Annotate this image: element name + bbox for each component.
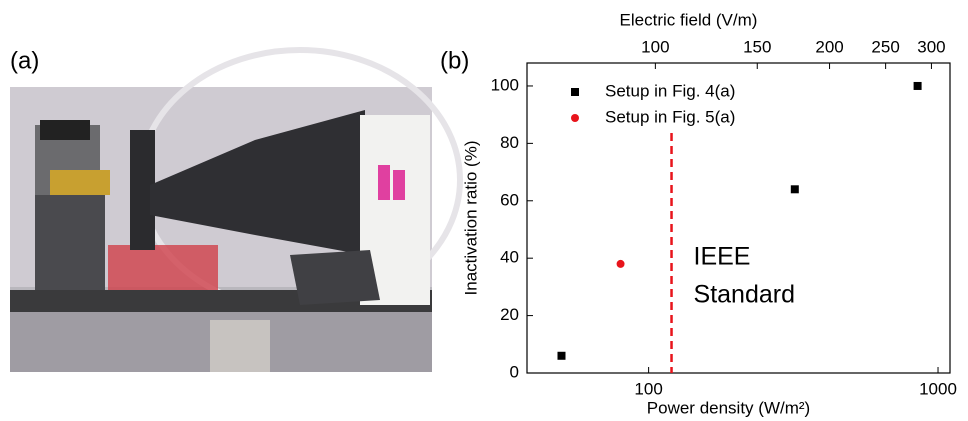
x2-tick-label: 300	[917, 37, 945, 56]
x-tick-label: 1000	[919, 379, 957, 398]
reference-label: Standard	[694, 281, 795, 309]
x2-axis-label: Electric field (V/m)	[620, 10, 758, 29]
plot-frame	[526, 62, 951, 374]
x2-tick-label: 100	[641, 37, 669, 56]
reference-label: IEEE	[694, 243, 751, 271]
photo	[10, 47, 463, 372]
y-tick-label: 40	[500, 248, 519, 267]
point	[557, 351, 566, 360]
y-tick-label: 20	[500, 305, 519, 324]
x2-tick-label: 250	[871, 37, 899, 56]
sign	[108, 245, 218, 290]
circuit	[50, 170, 110, 195]
legend-label: Setup in Fig. 4(a)	[605, 81, 735, 100]
legend-marker	[571, 114, 579, 122]
point	[790, 185, 799, 194]
x2-tick-label: 200	[815, 37, 843, 56]
tube	[378, 165, 390, 200]
breadboard	[290, 250, 380, 305]
legend-label: Setup in Fig. 5(a)	[605, 107, 735, 126]
legend-marker	[571, 88, 579, 96]
y-tick-label: 80	[500, 133, 519, 152]
horn	[150, 110, 365, 255]
x-tick-label: 100	[634, 379, 662, 398]
y-tick-label: 100	[491, 75, 519, 94]
fan	[40, 120, 90, 140]
y-tick-label: 0	[510, 362, 519, 381]
amplifier	[35, 195, 105, 290]
y-tick-label: 60	[500, 190, 519, 209]
panel-label: (b)	[440, 47, 469, 74]
point	[913, 81, 922, 90]
panel-label: (a)	[10, 47, 39, 74]
tube	[393, 170, 405, 200]
x2-tick-label: 150	[743, 37, 771, 56]
y-axis-label: Inactivation ratio (%)	[461, 141, 480, 296]
point	[616, 259, 625, 268]
beaker	[210, 320, 270, 372]
x-axis-label: Power density (W/m²)	[647, 398, 810, 417]
